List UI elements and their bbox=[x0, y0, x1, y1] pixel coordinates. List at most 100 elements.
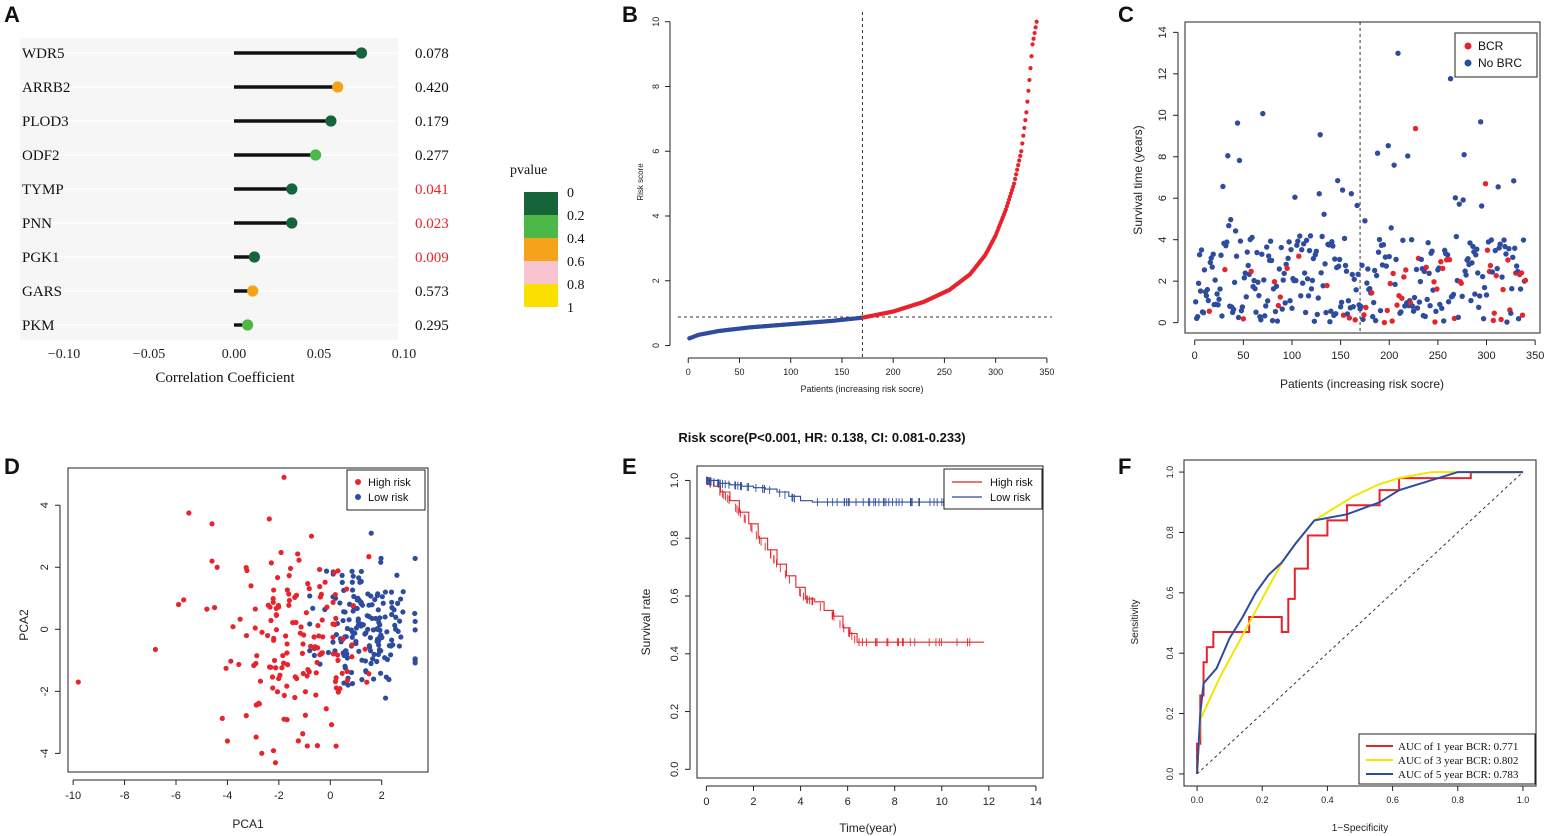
no-bcr-point bbox=[1233, 253, 1240, 259]
no-bcr-point bbox=[1425, 240, 1431, 246]
high-risk-point bbox=[273, 665, 279, 671]
bcr-point bbox=[1519, 312, 1526, 318]
high-risk-point bbox=[1016, 163, 1021, 168]
high-risk-point bbox=[252, 606, 258, 612]
no-bcr-point bbox=[1335, 263, 1342, 269]
x-tick-label: -2 bbox=[274, 790, 284, 802]
no-bcr-point bbox=[1204, 286, 1211, 293]
no-bcr-point bbox=[1511, 178, 1517, 184]
panel-d-pca-chart: -10 -8 -6 -4 -2 0 2 -4 -2 0 2 4 PCA1 PCA2 High risk Low… bbox=[17, 467, 429, 831]
x-tick-label: 0.8 bbox=[1452, 795, 1465, 805]
legend-label: AUC of 1 year BCR: 0.771 bbox=[1398, 741, 1518, 753]
high-risk-point bbox=[256, 700, 262, 706]
x-tick-label: −0.10 bbox=[48, 347, 80, 362]
no-bcr-point bbox=[1504, 319, 1510, 325]
high-risk-point bbox=[243, 713, 249, 719]
low-risk-point bbox=[395, 628, 401, 634]
lollipop-dot bbox=[332, 81, 344, 93]
lollipop-dot bbox=[286, 217, 298, 229]
low-risk-point bbox=[349, 579, 355, 585]
no-bcr-point bbox=[1383, 263, 1390, 269]
no-bcr-point bbox=[1268, 257, 1275, 264]
high-risk-point bbox=[1021, 133, 1026, 138]
bcr-point bbox=[1431, 279, 1437, 285]
low-risk-point bbox=[412, 660, 418, 666]
high-risk-point bbox=[254, 653, 260, 659]
high-risk-point bbox=[1023, 118, 1028, 123]
no-bcr-point bbox=[1297, 233, 1303, 239]
x-tick-label: 350 bbox=[1039, 367, 1054, 377]
plot-frame bbox=[696, 465, 1044, 779]
y-tick-label: 2 bbox=[651, 278, 661, 283]
no-bcr-point bbox=[1388, 225, 1394, 231]
bcr-point bbox=[1505, 257, 1511, 263]
high-risk-point bbox=[298, 624, 304, 630]
high-risk-point bbox=[253, 660, 259, 667]
no-bcr-point bbox=[1263, 244, 1270, 250]
low-risk-point bbox=[412, 627, 418, 633]
no-bcr-point bbox=[1473, 252, 1479, 258]
high-risk-point bbox=[259, 629, 265, 635]
bcr-point bbox=[1440, 265, 1446, 272]
legend-label: AUC of 5 year BCR: 0.783 bbox=[1398, 769, 1519, 781]
low-risk-point bbox=[382, 695, 389, 701]
low-risk-point bbox=[412, 610, 418, 617]
no-bcr-point bbox=[1476, 304, 1482, 311]
no-bcr-point bbox=[1371, 267, 1378, 274]
no-bcr-point bbox=[1231, 279, 1238, 286]
no-bcr-point bbox=[1436, 265, 1442, 271]
high-risk-point bbox=[281, 474, 287, 480]
high-risk-point bbox=[330, 651, 337, 657]
no-bcr-point bbox=[1307, 233, 1314, 239]
bcr-point bbox=[1240, 316, 1247, 322]
high-risk-point bbox=[335, 689, 341, 695]
no-bcr-point bbox=[1520, 237, 1527, 243]
high-risk-point bbox=[209, 521, 215, 527]
no-bcr-point bbox=[1228, 216, 1234, 223]
high-risk-point bbox=[305, 581, 311, 587]
no-bcr-point bbox=[1353, 287, 1359, 293]
no-bcr-point bbox=[1292, 194, 1298, 200]
low-risk-point bbox=[400, 589, 406, 595]
low-risk-point bbox=[368, 593, 374, 599]
bcr-point bbox=[1389, 318, 1395, 324]
no-bcr-point bbox=[1343, 268, 1350, 274]
low-risk-point bbox=[367, 635, 374, 641]
high-risk-point bbox=[284, 662, 291, 668]
no-bcr-point bbox=[1375, 249, 1382, 255]
no-bcr-point bbox=[1272, 308, 1279, 315]
no-bcr-point bbox=[1463, 272, 1469, 278]
no-bcr-point bbox=[1258, 317, 1264, 323]
low-risk-point bbox=[389, 605, 395, 611]
no-bcr-point bbox=[1386, 253, 1392, 260]
no-bcr-point bbox=[1320, 283, 1326, 289]
low-risk-point bbox=[388, 652, 394, 658]
x-tick-label: 0 bbox=[686, 367, 691, 377]
no-bcr-point bbox=[1196, 252, 1203, 258]
bcr-point bbox=[1401, 274, 1407, 280]
high-risk-point bbox=[257, 678, 264, 684]
pvalue-label: 0.179 bbox=[415, 114, 449, 130]
no-bcr-point bbox=[1373, 272, 1380, 279]
no-bcr-point bbox=[1512, 245, 1518, 251]
high-risk-point bbox=[252, 625, 258, 631]
low-risk-point bbox=[378, 670, 384, 676]
high-risk-point bbox=[266, 664, 273, 670]
legend-marker bbox=[355, 494, 361, 500]
no-bcr-point bbox=[1195, 280, 1202, 286]
x-tick-label: 0 bbox=[703, 796, 709, 808]
low-risk-point bbox=[380, 600, 386, 606]
legend-label: High risk bbox=[990, 477, 1033, 489]
low-risk-point bbox=[375, 651, 381, 658]
no-bcr-point bbox=[1281, 270, 1287, 277]
bcr-point bbox=[1277, 294, 1284, 300]
bcr-point bbox=[1490, 317, 1497, 324]
low-risk-point bbox=[307, 621, 313, 627]
legend-box bbox=[346, 469, 426, 511]
high-risk-point bbox=[259, 750, 265, 756]
no-bcr-point bbox=[1470, 243, 1476, 250]
low-risk-point bbox=[339, 572, 345, 578]
low-risk-point bbox=[310, 605, 316, 611]
high-risk-point bbox=[306, 586, 312, 592]
bcr-point bbox=[1399, 295, 1405, 301]
